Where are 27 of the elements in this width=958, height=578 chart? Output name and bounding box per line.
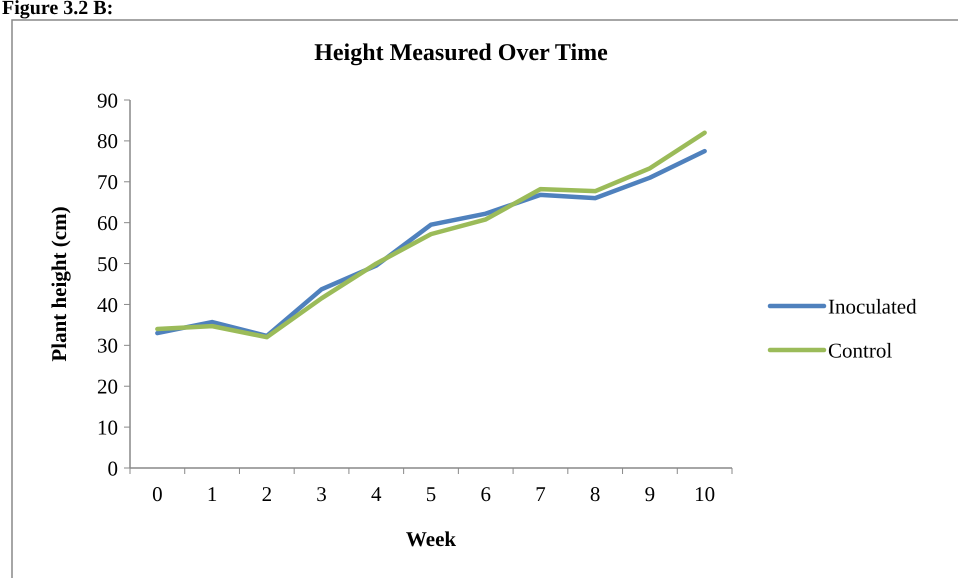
x-tick-label: 2	[262, 482, 272, 506]
legend-label: Inoculated	[828, 294, 918, 318]
x-tick-label: 0	[152, 482, 163, 506]
chart-title: Height Measured Over Time	[314, 40, 608, 66]
y-tick-label: 60	[97, 211, 118, 236]
x-tick-label: 8	[590, 482, 600, 506]
y-tick-label: 50	[97, 252, 118, 276]
x-tick-label: 3	[316, 482, 327, 506]
y-tick-label: 0	[108, 456, 118, 480]
x-axis-title: Week	[406, 527, 456, 551]
x-tick-label: 9	[644, 482, 656, 506]
y-tick-label: 80	[97, 129, 118, 154]
x-tick-label: 4	[371, 482, 382, 506]
y-tick-label: 20	[97, 374, 118, 399]
x-tick-label: 5	[426, 482, 436, 506]
y-tick-label: 90	[97, 88, 118, 112]
y-tick-label: 10	[97, 415, 118, 440]
y-tick-label: 40	[97, 292, 118, 317]
legend-label: Control	[828, 338, 892, 362]
y-tick-label: 70	[97, 170, 118, 194]
x-tick-label: 10	[694, 482, 716, 506]
y-tick-label: 30	[97, 334, 118, 358]
x-tick-label: 6	[480, 482, 491, 506]
x-tick-label: 7	[535, 482, 546, 506]
y-axis-title: Plant height (cm)	[47, 206, 71, 362]
caption: Figure 3.2 B:	[2, 0, 114, 19]
x-tick-label: 1	[206, 482, 218, 506]
